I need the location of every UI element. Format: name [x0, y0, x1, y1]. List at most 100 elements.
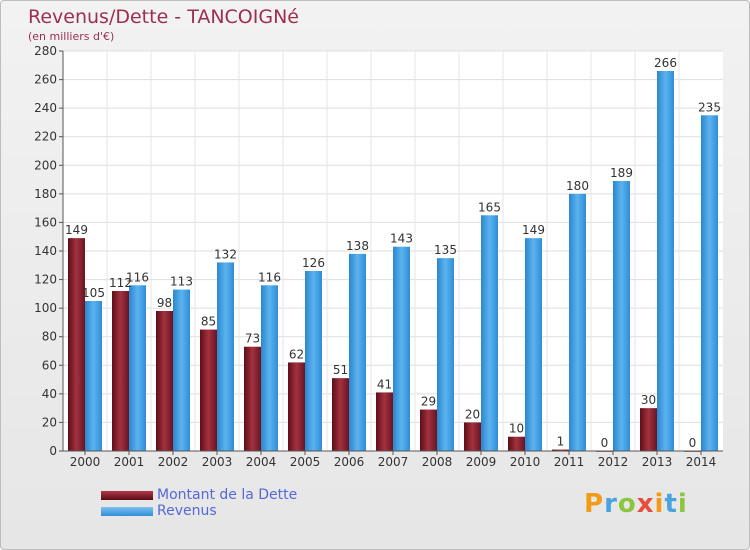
legend-label-revenue: Revenus: [157, 503, 217, 519]
data-label-debt: 73: [245, 332, 260, 346]
bar-debt: [244, 346, 261, 451]
y-tick-label: 40: [42, 387, 57, 401]
legend-swatch-debt: [101, 490, 153, 500]
bar-revenue: [481, 215, 498, 451]
chart-title: Revenus/Dette - TANCOIGNé: [28, 6, 299, 28]
bar-revenue: [701, 115, 718, 452]
y-tick-label: 260: [34, 73, 57, 87]
bar-debt: [332, 378, 349, 451]
bar-revenue: [437, 258, 454, 451]
bar-revenue: [217, 262, 234, 451]
x-tick-label: 2007: [378, 455, 409, 469]
data-label-revenue: 180: [566, 179, 589, 193]
data-label-debt: 1: [557, 435, 565, 449]
bar-revenue: [525, 238, 542, 451]
data-label-debt: 30: [641, 393, 656, 407]
x-tick-label: 2012: [598, 455, 629, 469]
bar-revenue: [305, 271, 322, 451]
data-label-debt: 0: [689, 436, 697, 450]
y-tick-label: 220: [34, 130, 57, 144]
data-label-debt: 0: [601, 436, 609, 450]
bar-debt: [200, 329, 217, 451]
bar-revenue: [129, 285, 146, 451]
data-label-debt: 10: [509, 422, 524, 436]
data-label-debt: 20: [465, 407, 480, 421]
x-tick-label: 2008: [422, 455, 453, 469]
data-label-revenue: 116: [258, 270, 281, 284]
bar-revenue: [85, 301, 102, 451]
x-tick-label: 2013: [642, 455, 673, 469]
data-label-revenue: 135: [434, 243, 457, 257]
data-label-revenue: 105: [82, 286, 105, 300]
y-tick-label: 60: [42, 358, 57, 372]
data-label-debt: 62: [289, 347, 304, 361]
y-tick-label: 160: [34, 215, 57, 229]
bar-debt: [552, 449, 569, 451]
bar-debt: [420, 409, 437, 451]
bar-revenue: [657, 71, 674, 451]
x-tick-label: 2001: [114, 455, 145, 469]
bar-revenue: [613, 181, 630, 451]
x-tick-label: 2014: [686, 455, 717, 469]
data-label-revenue: 189: [610, 166, 633, 180]
data-label-debt: 112: [109, 276, 132, 290]
bar-debt: [508, 436, 525, 451]
y-tick-label: 240: [34, 101, 57, 115]
data-label-revenue: 126: [302, 256, 325, 270]
x-tick-label: 2010: [510, 455, 541, 469]
legend-item-debt: Montant de la Dette: [101, 487, 297, 503]
legend: Montant de la Dette Revenus: [101, 487, 297, 519]
y-tick-label: 120: [34, 273, 57, 287]
data-label-revenue: 116: [126, 270, 149, 284]
y-tick-label: 80: [42, 330, 57, 344]
bar-debt: [288, 362, 305, 451]
chart-subtitle: (en milliers d'€): [28, 30, 115, 43]
x-tick-label: 2004: [246, 455, 277, 469]
bar-debt: [112, 291, 129, 451]
y-tick-label: 200: [34, 158, 57, 172]
data-label-revenue: 165: [478, 200, 501, 214]
bar-debt: [464, 422, 481, 451]
bar-revenue: [261, 285, 278, 451]
y-tick-label: 140: [34, 244, 57, 258]
proxiti-logo: Proxiti: [584, 489, 688, 519]
bar-debt: [68, 238, 85, 451]
bar-revenue: [393, 246, 410, 451]
bar-revenue: [349, 253, 366, 451]
data-label-revenue: 138: [346, 239, 369, 253]
data-label-debt: 98: [157, 296, 172, 310]
x-tick-label: 2011: [554, 455, 585, 469]
y-tick-label: 100: [34, 301, 57, 315]
y-tick-label: 0: [49, 444, 57, 458]
bar-debt: [376, 392, 393, 451]
legend-label-debt: Montant de la Dette: [157, 487, 298, 503]
data-label-debt: 29: [421, 395, 436, 409]
x-tick-label: 2000: [70, 455, 101, 469]
x-tick-label: 2006: [334, 455, 365, 469]
y-tick-label: 180: [34, 187, 57, 201]
x-tick-label: 2002: [158, 455, 189, 469]
x-tick-label: 2009: [466, 455, 497, 469]
y-tick-label: 280: [34, 44, 57, 58]
data-label-revenue: 266: [654, 56, 677, 70]
bar-revenue: [569, 193, 586, 451]
data-label-revenue: 235: [698, 100, 721, 114]
data-label-revenue: 132: [214, 247, 237, 261]
data-label-revenue: 149: [522, 223, 545, 237]
bar-revenue: [173, 289, 190, 451]
x-tick-label: 2003: [202, 455, 233, 469]
data-label-debt: 85: [201, 315, 216, 329]
legend-item-revenue: Revenus: [101, 503, 297, 519]
bar-debt: [156, 311, 173, 451]
data-label-revenue: 113: [170, 275, 193, 289]
data-label-debt: 41: [377, 377, 392, 391]
legend-swatch-revenue: [101, 506, 153, 516]
data-label-debt: 51: [333, 363, 348, 377]
data-label-debt: 149: [65, 223, 88, 237]
y-tick-label: 20: [42, 415, 57, 429]
data-label-revenue: 143: [390, 232, 413, 246]
bar-debt: [640, 408, 657, 451]
x-tick-label: 2005: [290, 455, 321, 469]
